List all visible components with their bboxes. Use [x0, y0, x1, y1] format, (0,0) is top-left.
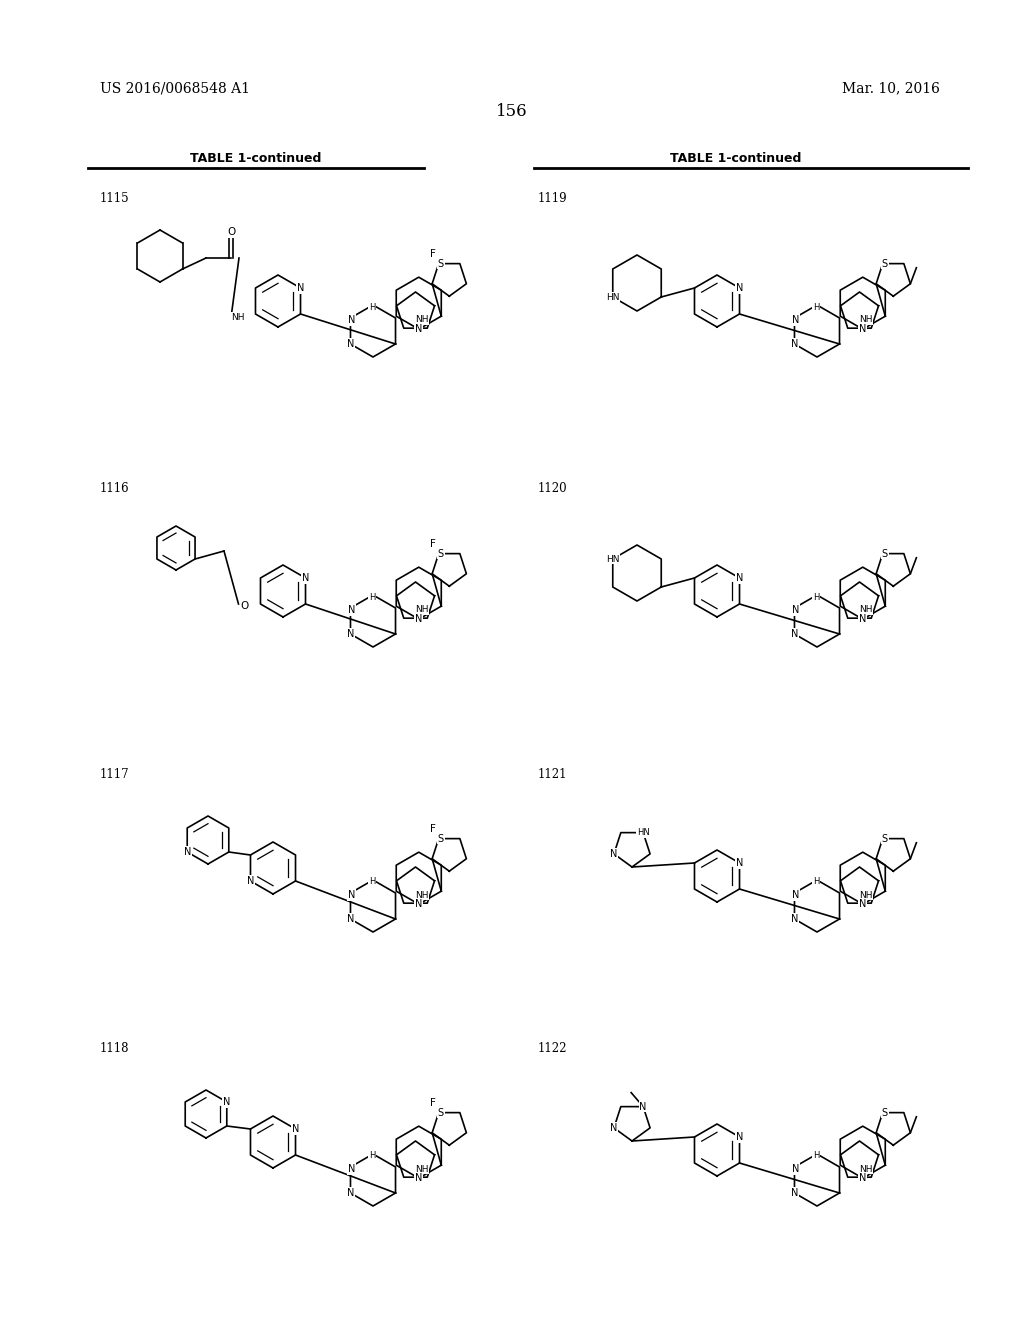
Text: 1119: 1119 — [538, 191, 567, 205]
Text: H: H — [813, 878, 819, 887]
Text: 1117: 1117 — [100, 768, 130, 781]
Text: N: N — [610, 849, 617, 859]
Text: H: H — [813, 1151, 819, 1160]
Text: N: N — [347, 1188, 354, 1199]
Text: N: N — [302, 573, 309, 583]
Text: N: N — [247, 876, 254, 886]
Text: 1122: 1122 — [538, 1041, 567, 1055]
Text: N: N — [415, 325, 423, 334]
Text: S: S — [437, 259, 443, 268]
Text: N: N — [736, 282, 743, 293]
Text: HN: HN — [606, 554, 620, 564]
Text: F: F — [430, 824, 436, 834]
Text: H: H — [369, 878, 375, 887]
Text: 1120: 1120 — [538, 482, 567, 495]
Text: S: S — [437, 549, 443, 558]
Text: N: N — [348, 605, 355, 615]
Text: N: N — [415, 1173, 423, 1183]
Text: N: N — [610, 1123, 617, 1133]
Text: N: N — [791, 339, 798, 348]
Text: N: N — [859, 899, 866, 909]
Text: N: N — [792, 890, 799, 900]
Text: N: N — [791, 630, 798, 639]
Text: NH: NH — [859, 606, 872, 615]
Text: 156: 156 — [497, 103, 527, 120]
Text: N: N — [859, 325, 866, 334]
Text: H: H — [813, 593, 819, 602]
Text: S: S — [882, 834, 888, 843]
Text: HN: HN — [606, 293, 620, 301]
Text: N: N — [348, 890, 355, 900]
Text: S: S — [882, 1107, 888, 1118]
Text: N: N — [183, 847, 190, 857]
Text: NH: NH — [859, 1164, 872, 1173]
Text: N: N — [415, 899, 423, 909]
Text: F: F — [430, 1098, 436, 1109]
Text: H: H — [369, 302, 375, 312]
Text: F: F — [430, 249, 436, 259]
Text: N: N — [297, 282, 304, 293]
Text: N: N — [791, 913, 798, 924]
Text: NH: NH — [415, 891, 428, 899]
Text: S: S — [437, 1107, 443, 1118]
Text: 1121: 1121 — [538, 768, 567, 781]
Text: N: N — [347, 339, 354, 348]
Text: S: S — [437, 834, 443, 843]
Text: US 2016/0068548 A1: US 2016/0068548 A1 — [100, 81, 250, 95]
Text: HN: HN — [637, 828, 649, 837]
Text: Mar. 10, 2016: Mar. 10, 2016 — [842, 81, 940, 95]
Text: N: N — [347, 913, 354, 924]
Text: NH: NH — [230, 313, 245, 322]
Text: S: S — [882, 259, 888, 268]
Text: N: N — [859, 614, 866, 624]
Text: N: N — [791, 1188, 798, 1199]
Text: O: O — [227, 227, 236, 238]
Text: N: N — [639, 1102, 647, 1111]
Text: F: F — [430, 539, 436, 549]
Text: TABLE 1-continued: TABLE 1-continued — [671, 152, 802, 165]
Text: 1115: 1115 — [100, 191, 130, 205]
Text: TABLE 1-continued: TABLE 1-continued — [190, 152, 322, 165]
Text: 1118: 1118 — [100, 1041, 129, 1055]
Text: 1116: 1116 — [100, 482, 130, 495]
Text: O: O — [241, 601, 249, 611]
Text: H: H — [813, 302, 819, 312]
Text: N: N — [736, 573, 743, 583]
Text: S: S — [882, 549, 888, 558]
Text: H: H — [369, 593, 375, 602]
Text: N: N — [792, 315, 799, 325]
Text: NH: NH — [415, 1164, 428, 1173]
Text: N: N — [348, 315, 355, 325]
Text: NH: NH — [415, 606, 428, 615]
Text: N: N — [736, 858, 743, 869]
Text: N: N — [348, 1164, 355, 1173]
Text: N: N — [415, 614, 423, 624]
Text: N: N — [792, 605, 799, 615]
Text: H: H — [369, 1151, 375, 1160]
Text: NH: NH — [859, 315, 872, 325]
Text: NH: NH — [415, 315, 428, 325]
Text: N: N — [736, 1133, 743, 1142]
Text: N: N — [292, 1125, 299, 1134]
Text: N: N — [792, 1164, 799, 1173]
Text: N: N — [223, 1097, 230, 1107]
Text: N: N — [347, 630, 354, 639]
Text: NH: NH — [859, 891, 872, 899]
Text: N: N — [859, 1173, 866, 1183]
